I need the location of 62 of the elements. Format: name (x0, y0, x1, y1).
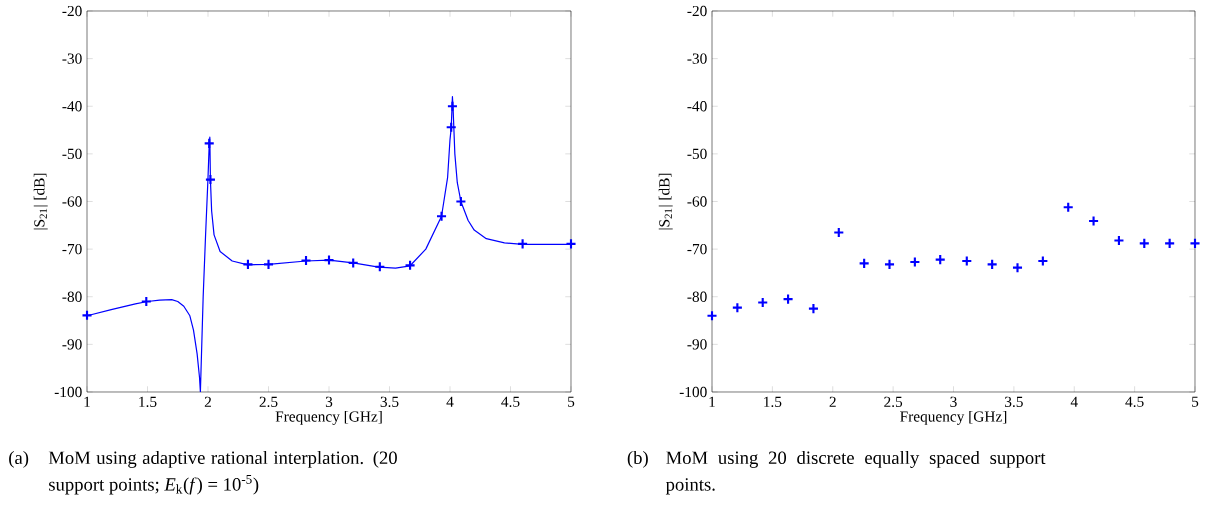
text: (a) (9, 450, 29, 468)
x-tick-label: 2 (829, 396, 836, 407)
point (404, 259, 416, 271)
point (1037, 255, 1049, 267)
point (782, 293, 794, 305)
y-tick-label: -20 (62, 5, 82, 17)
x-tick-label: 2.5 (259, 396, 278, 408)
y-tick-label: -40 (687, 101, 707, 112)
y-tick-label: -60 (687, 196, 707, 207)
point (517, 238, 529, 250)
x-tick-label: 2.5 (884, 396, 903, 408)
x-tick-label: 4.5 (501, 396, 520, 407)
point (986, 258, 998, 270)
x-tick-label: 1 (84, 396, 90, 407)
y-tick-label: -90 (62, 339, 82, 350)
y-axis-title: |S$_{21}$| [dB] (658, 173, 673, 230)
x-tick-label: 5 (568, 396, 575, 407)
point (1062, 201, 1074, 213)
x-tick-label: 3.5 (380, 396, 399, 408)
text: MoM using adaptive rational interplation. (20 support points; E$_{k}$(f) = 10$^{-5}$) (48, 450, 397, 495)
point (961, 255, 973, 267)
x-tick-label: 4 (446, 396, 454, 407)
y-tick-label: -50 (687, 148, 707, 160)
x-axis-title: Frequency [GHz] (275, 410, 382, 425)
x-tick-label: 3 (950, 396, 957, 407)
y-tick-label: -60 (62, 196, 82, 207)
x-axis-title: Frequency [GHz] (900, 410, 1007, 425)
point (883, 258, 896, 270)
y-tick-label: -30 (687, 53, 707, 64)
point (242, 258, 254, 270)
text: (b) (627, 450, 648, 468)
y-tick-label: -100 (679, 386, 707, 398)
text: MoM using 20 discrete equally spaced support points. (665, 450, 1046, 495)
point (731, 302, 743, 314)
x-tick-label: 3.5 (1005, 396, 1023, 408)
point (1011, 262, 1024, 274)
x-tick-label: 3 (325, 396, 333, 407)
x-tick-label: 5 (1192, 396, 1199, 407)
y-axis-title: |S$_{21}$| [dB] (33, 173, 48, 230)
x-tick-label: 1.5 (139, 396, 157, 408)
x-tick-label: 4.5 (1125, 396, 1144, 407)
point (323, 254, 335, 266)
point (445, 121, 457, 133)
x-tick-label: 2 (204, 396, 211, 407)
y-tick-label: -90 (687, 339, 707, 350)
y-tick-label: -40 (62, 101, 82, 112)
y-tick-label: -20 (687, 5, 707, 17)
point (909, 256, 921, 268)
point (203, 137, 215, 149)
y-tick-label: -100 (54, 386, 82, 398)
y-tick-label: -80 (687, 291, 707, 302)
point (374, 261, 386, 273)
x-tick-label: 1 (709, 396, 715, 407)
x-tick-label: 4 (1070, 396, 1078, 407)
point (706, 310, 718, 322)
y-tick-label: -30 (62, 53, 82, 64)
y-tick-label: -80 (62, 291, 82, 302)
x-tick-label: 1.5 (764, 396, 782, 408)
y-tick-label: -70 (687, 243, 707, 255)
point (347, 257, 359, 269)
y-tick-label: -50 (62, 148, 82, 160)
y-tick-label: -70 (62, 243, 82, 255)
